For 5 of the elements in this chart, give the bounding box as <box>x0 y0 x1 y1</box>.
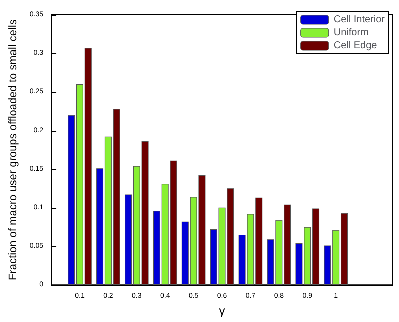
legend-label: Cell Edge <box>334 40 378 52</box>
legend-label: Uniform <box>334 28 369 38</box>
x-axis-title: γ <box>219 304 226 318</box>
y-axis-title: Fraction of macro user groups offloaded to small cells <box>8 19 20 280</box>
legend-label: Cell Interior <box>334 14 386 26</box>
